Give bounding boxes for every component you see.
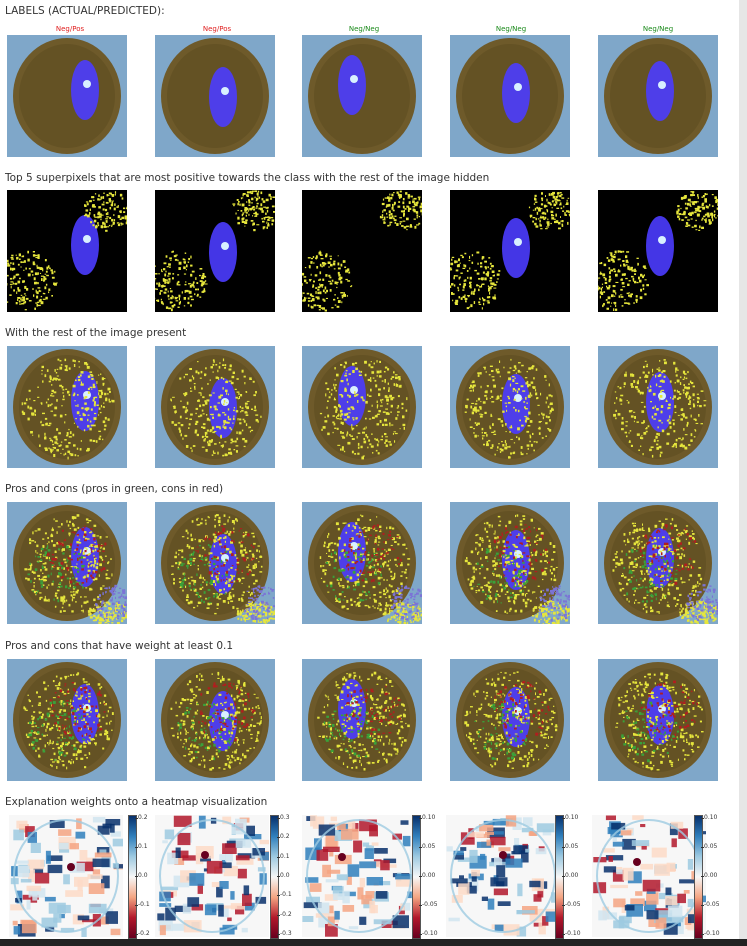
fundus-image-r5-c3 <box>302 659 422 781</box>
fundus-image-r5-c5 <box>598 659 718 781</box>
fundus-image-r3-c1 <box>7 346 127 468</box>
colorbar-tick: 0.00 <box>418 872 436 879</box>
colorbar-1: 0.2 0.1 0.0 -0.1 -0.2 <box>128 814 160 939</box>
colorbar-gradient <box>412 815 421 939</box>
section-top5-title: Top 5 superpixels that are most positive… <box>5 172 490 184</box>
colorbar-tick: -0.10 <box>419 930 438 937</box>
colorbar-tick: -0.05 <box>701 901 720 908</box>
heatmap-image-2 <box>155 815 269 937</box>
section-rest-present-title: With the rest of the image present <box>5 327 187 339</box>
fundus-image-r3-c2 <box>155 346 275 468</box>
colorbar-gradient <box>555 815 564 939</box>
fundus-image-r1-c1 <box>7 35 127 157</box>
colorbar-tick: 0.00 <box>700 872 718 879</box>
fundus-image-r1-c3 <box>302 35 422 157</box>
colorbar-tick: 0.05 <box>700 843 718 850</box>
section-pros-cons-title: Pros and cons (pros in green, cons in re… <box>5 483 224 495</box>
colorbar-tick: 0.10 <box>700 814 718 821</box>
fundus-image-r3-c4 <box>450 346 570 468</box>
colorbar-gradient <box>694 815 703 939</box>
section-heatmap-title: Explanation weights onto a heatmap visua… <box>5 796 268 808</box>
fundus-image-r3-c5 <box>598 346 718 468</box>
colorbar-tick: -0.3 <box>277 930 292 937</box>
fundus-image-r3-c3 <box>302 346 422 468</box>
colorbar-tick: -0.05 <box>562 901 581 908</box>
colorbar-3: 0.10 0.05 0.00 -0.05 -0.10 <box>412 814 444 939</box>
colorbar-tick: -0.1 <box>277 891 292 899</box>
colorbar-tick: 0.10 <box>418 814 436 821</box>
bottom-edge <box>0 939 747 946</box>
colorbar-tick: 0.05 <box>561 843 579 850</box>
fundus-image-r1-c4 <box>450 35 570 157</box>
colorbar-tick: -0.1 <box>135 901 150 908</box>
fundus-image-r4-c3 <box>302 502 422 624</box>
fundus-image-r4-c4 <box>450 502 570 624</box>
fundus-image-r2-c5 <box>598 190 718 312</box>
colorbar-4: 0.10 0.05 0.00 -0.05 -0.10 <box>555 814 587 939</box>
fundus-image-r5-c2 <box>155 659 275 781</box>
fundus-image-r2-c3 <box>302 190 422 312</box>
fundus-image-r1-c2 <box>155 35 275 157</box>
colorbar-tick: 0.1 <box>135 843 148 850</box>
fundus-image-r4-c5 <box>598 502 718 624</box>
colorbar-tick: 0.05 <box>418 843 436 850</box>
fundus-image-r4-c1 <box>7 502 127 624</box>
colorbar-tick: -0.2 <box>135 930 150 937</box>
section-pros-cons-weight-title: Pros and cons that have weight at least … <box>5 640 234 652</box>
colorbar-tick: 0.3 <box>277 814 290 821</box>
colorbar-gradient <box>270 815 279 939</box>
heatmap-image-5 <box>592 815 706 937</box>
heatmap-image-4 <box>446 815 560 937</box>
colorbar-5: 0.10 0.05 0.00 -0.05 -0.10 <box>694 814 726 939</box>
colorbar-tick: -0.10 <box>701 930 720 937</box>
heatmap-image-1 <box>9 815 123 937</box>
colorbar-tick: 0.10 <box>561 814 579 821</box>
fundus-image-r2-c4 <box>450 190 570 312</box>
colorbar-tick: 0.0 <box>135 872 148 879</box>
image-label-3: Neg/Neg <box>348 25 380 33</box>
fundus-image-r2-c1 <box>7 190 127 312</box>
fundus-image-r5-c4 <box>450 659 570 781</box>
image-label-2: Neg/Pos <box>202 25 232 33</box>
colorbar-tick: -0.10 <box>562 930 581 937</box>
image-label-1: Neg/Pos <box>55 25 85 33</box>
colorbar-tick: 0.2 <box>135 814 148 821</box>
image-label-5: Neg/Neg <box>642 25 674 33</box>
colorbar-tick: 0.0 <box>277 872 290 879</box>
fundus-image-r2-c2 <box>155 190 275 312</box>
colorbar-tick: 0.1 <box>277 852 290 860</box>
labels-header: LABELS (ACTUAL/PREDICTED): <box>5 5 165 17</box>
heatmap-image-3 <box>302 815 416 937</box>
fundus-image-r5-c1 <box>7 659 127 781</box>
colorbar-tick: -0.05 <box>419 901 438 908</box>
scrollbar-track[interactable] <box>739 0 747 946</box>
image-label-4: Neg/Neg <box>495 25 527 33</box>
colorbar-2: 0.3 0.2 0.1 0.0 -0.1 -0.2 -0.3 <box>270 814 302 939</box>
fundus-image-r1-c5 <box>598 35 718 157</box>
colorbar-tick: 0.00 <box>561 872 579 879</box>
colorbar-gradient <box>128 815 137 939</box>
colorbar-tick: 0.2 <box>277 833 290 841</box>
fundus-image-r4-c2 <box>155 502 275 624</box>
colorbar-tick: -0.2 <box>277 910 292 918</box>
